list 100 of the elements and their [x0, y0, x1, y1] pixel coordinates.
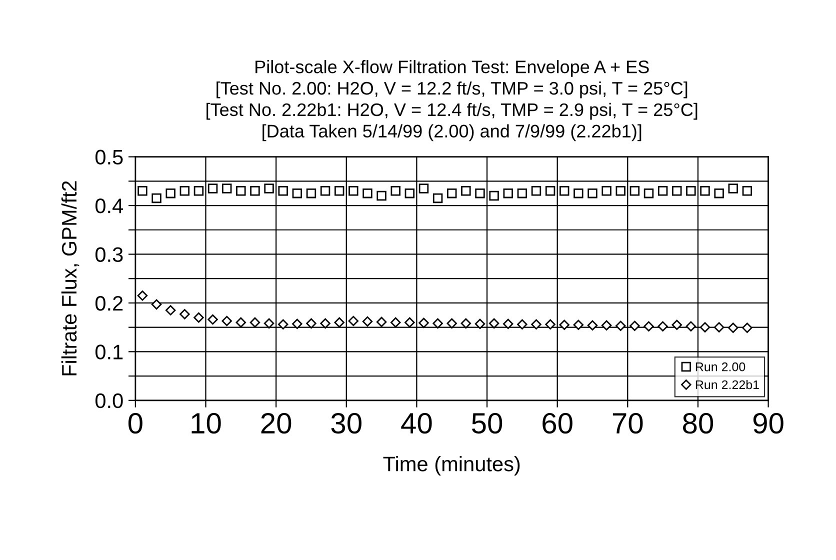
point	[728, 322, 738, 333]
y-tick-label: 0.2	[95, 296, 123, 311]
x-tick-label: 60	[542, 412, 572, 434]
point	[306, 188, 316, 198]
point	[742, 186, 752, 196]
point	[630, 186, 640, 196]
y-tick-label: 0.3	[95, 247, 123, 262]
point	[418, 318, 429, 328]
point	[658, 321, 668, 332]
point	[180, 186, 190, 196]
point	[348, 186, 358, 196]
point	[714, 188, 724, 198]
point	[151, 299, 162, 310]
point	[404, 317, 415, 328]
x-tick-label: 30	[331, 412, 362, 434]
point	[644, 188, 654, 198]
legend-label: Run 2.00	[696, 362, 746, 372]
point	[278, 186, 288, 196]
point	[264, 184, 274, 194]
y-tick-label: 0.5	[95, 150, 123, 165]
point	[334, 317, 344, 328]
y-axis-title: Filtrate Flux, GPM/ft2	[61, 181, 80, 376]
x-axis-title: Time (minutes)	[383, 456, 520, 476]
point	[166, 188, 176, 198]
point	[531, 319, 542, 330]
point	[278, 319, 288, 330]
point	[165, 305, 176, 316]
point	[644, 321, 654, 332]
chart-title: Pilot-scale X-flow Filtration Test: Envelope A + ES [Test No. 2.00: H2O, V = 12.2 ft/s, TMP = 3.0 psi, T = 25°C] [Test No. 2.22b1: H2O, V = 12.4 ft/s, TMP = 2.9 psi, T = 25°C] [Data Taken 5/14/99 (2.00) and 7/9/99 (2.22b1)]	[206, 60, 698, 142]
point	[700, 186, 710, 196]
point	[630, 320, 640, 331]
y-tick-label: 0.4	[95, 198, 124, 214]
point	[208, 184, 218, 194]
point	[461, 186, 471, 196]
point	[446, 188, 457, 198]
point	[502, 318, 514, 330]
point	[292, 318, 302, 330]
point	[574, 188, 584, 198]
x-tick-label: 20	[261, 412, 292, 434]
point	[714, 322, 724, 332]
point	[236, 186, 246, 196]
point	[587, 320, 598, 330]
point	[180, 309, 190, 320]
point	[545, 186, 556, 196]
point	[658, 186, 668, 196]
point	[601, 320, 612, 330]
point	[474, 318, 486, 330]
x-tick-label: 80	[683, 412, 714, 434]
point	[573, 320, 584, 330]
point	[559, 320, 570, 330]
y-tick-label: 0.0	[95, 393, 123, 408]
y-tick-label: 0.1	[95, 344, 123, 360]
point	[137, 290, 148, 301]
point	[250, 317, 260, 328]
x-tick-label: 10	[192, 412, 221, 434]
point	[376, 316, 387, 328]
point	[404, 188, 415, 198]
point	[264, 318, 274, 329]
point	[292, 188, 302, 198]
point	[432, 193, 443, 204]
point	[194, 312, 204, 323]
point	[376, 190, 386, 201]
x-tick-label: 40	[401, 412, 432, 434]
point	[672, 186, 682, 196]
point	[700, 322, 710, 332]
point	[208, 314, 218, 325]
point	[390, 317, 401, 328]
x-tick-label: 90	[753, 412, 784, 434]
point	[390, 186, 400, 196]
point	[334, 186, 344, 196]
point	[475, 188, 485, 198]
point	[138, 186, 148, 196]
point	[672, 320, 682, 330]
point	[602, 186, 612, 196]
point	[250, 186, 260, 196]
point	[194, 186, 204, 196]
point	[306, 318, 316, 329]
x-tick-label: 70	[612, 412, 643, 434]
point	[320, 318, 330, 329]
x-tick-label: 0	[128, 412, 142, 434]
point	[432, 318, 443, 329]
point	[348, 316, 359, 326]
point	[742, 322, 752, 333]
point	[236, 317, 246, 328]
x-tick-label: 50	[472, 412, 502, 434]
point	[362, 316, 373, 327]
point	[545, 319, 556, 330]
point	[460, 318, 472, 329]
point	[222, 184, 232, 194]
point	[418, 184, 429, 194]
point	[588, 188, 598, 198]
point	[686, 321, 696, 332]
point	[489, 190, 499, 201]
point	[152, 193, 162, 204]
point	[728, 184, 738, 194]
legend-label: Run 2.22b1	[696, 380, 759, 390]
point	[686, 186, 696, 196]
point	[503, 188, 513, 198]
point	[616, 320, 626, 331]
point	[446, 318, 457, 329]
